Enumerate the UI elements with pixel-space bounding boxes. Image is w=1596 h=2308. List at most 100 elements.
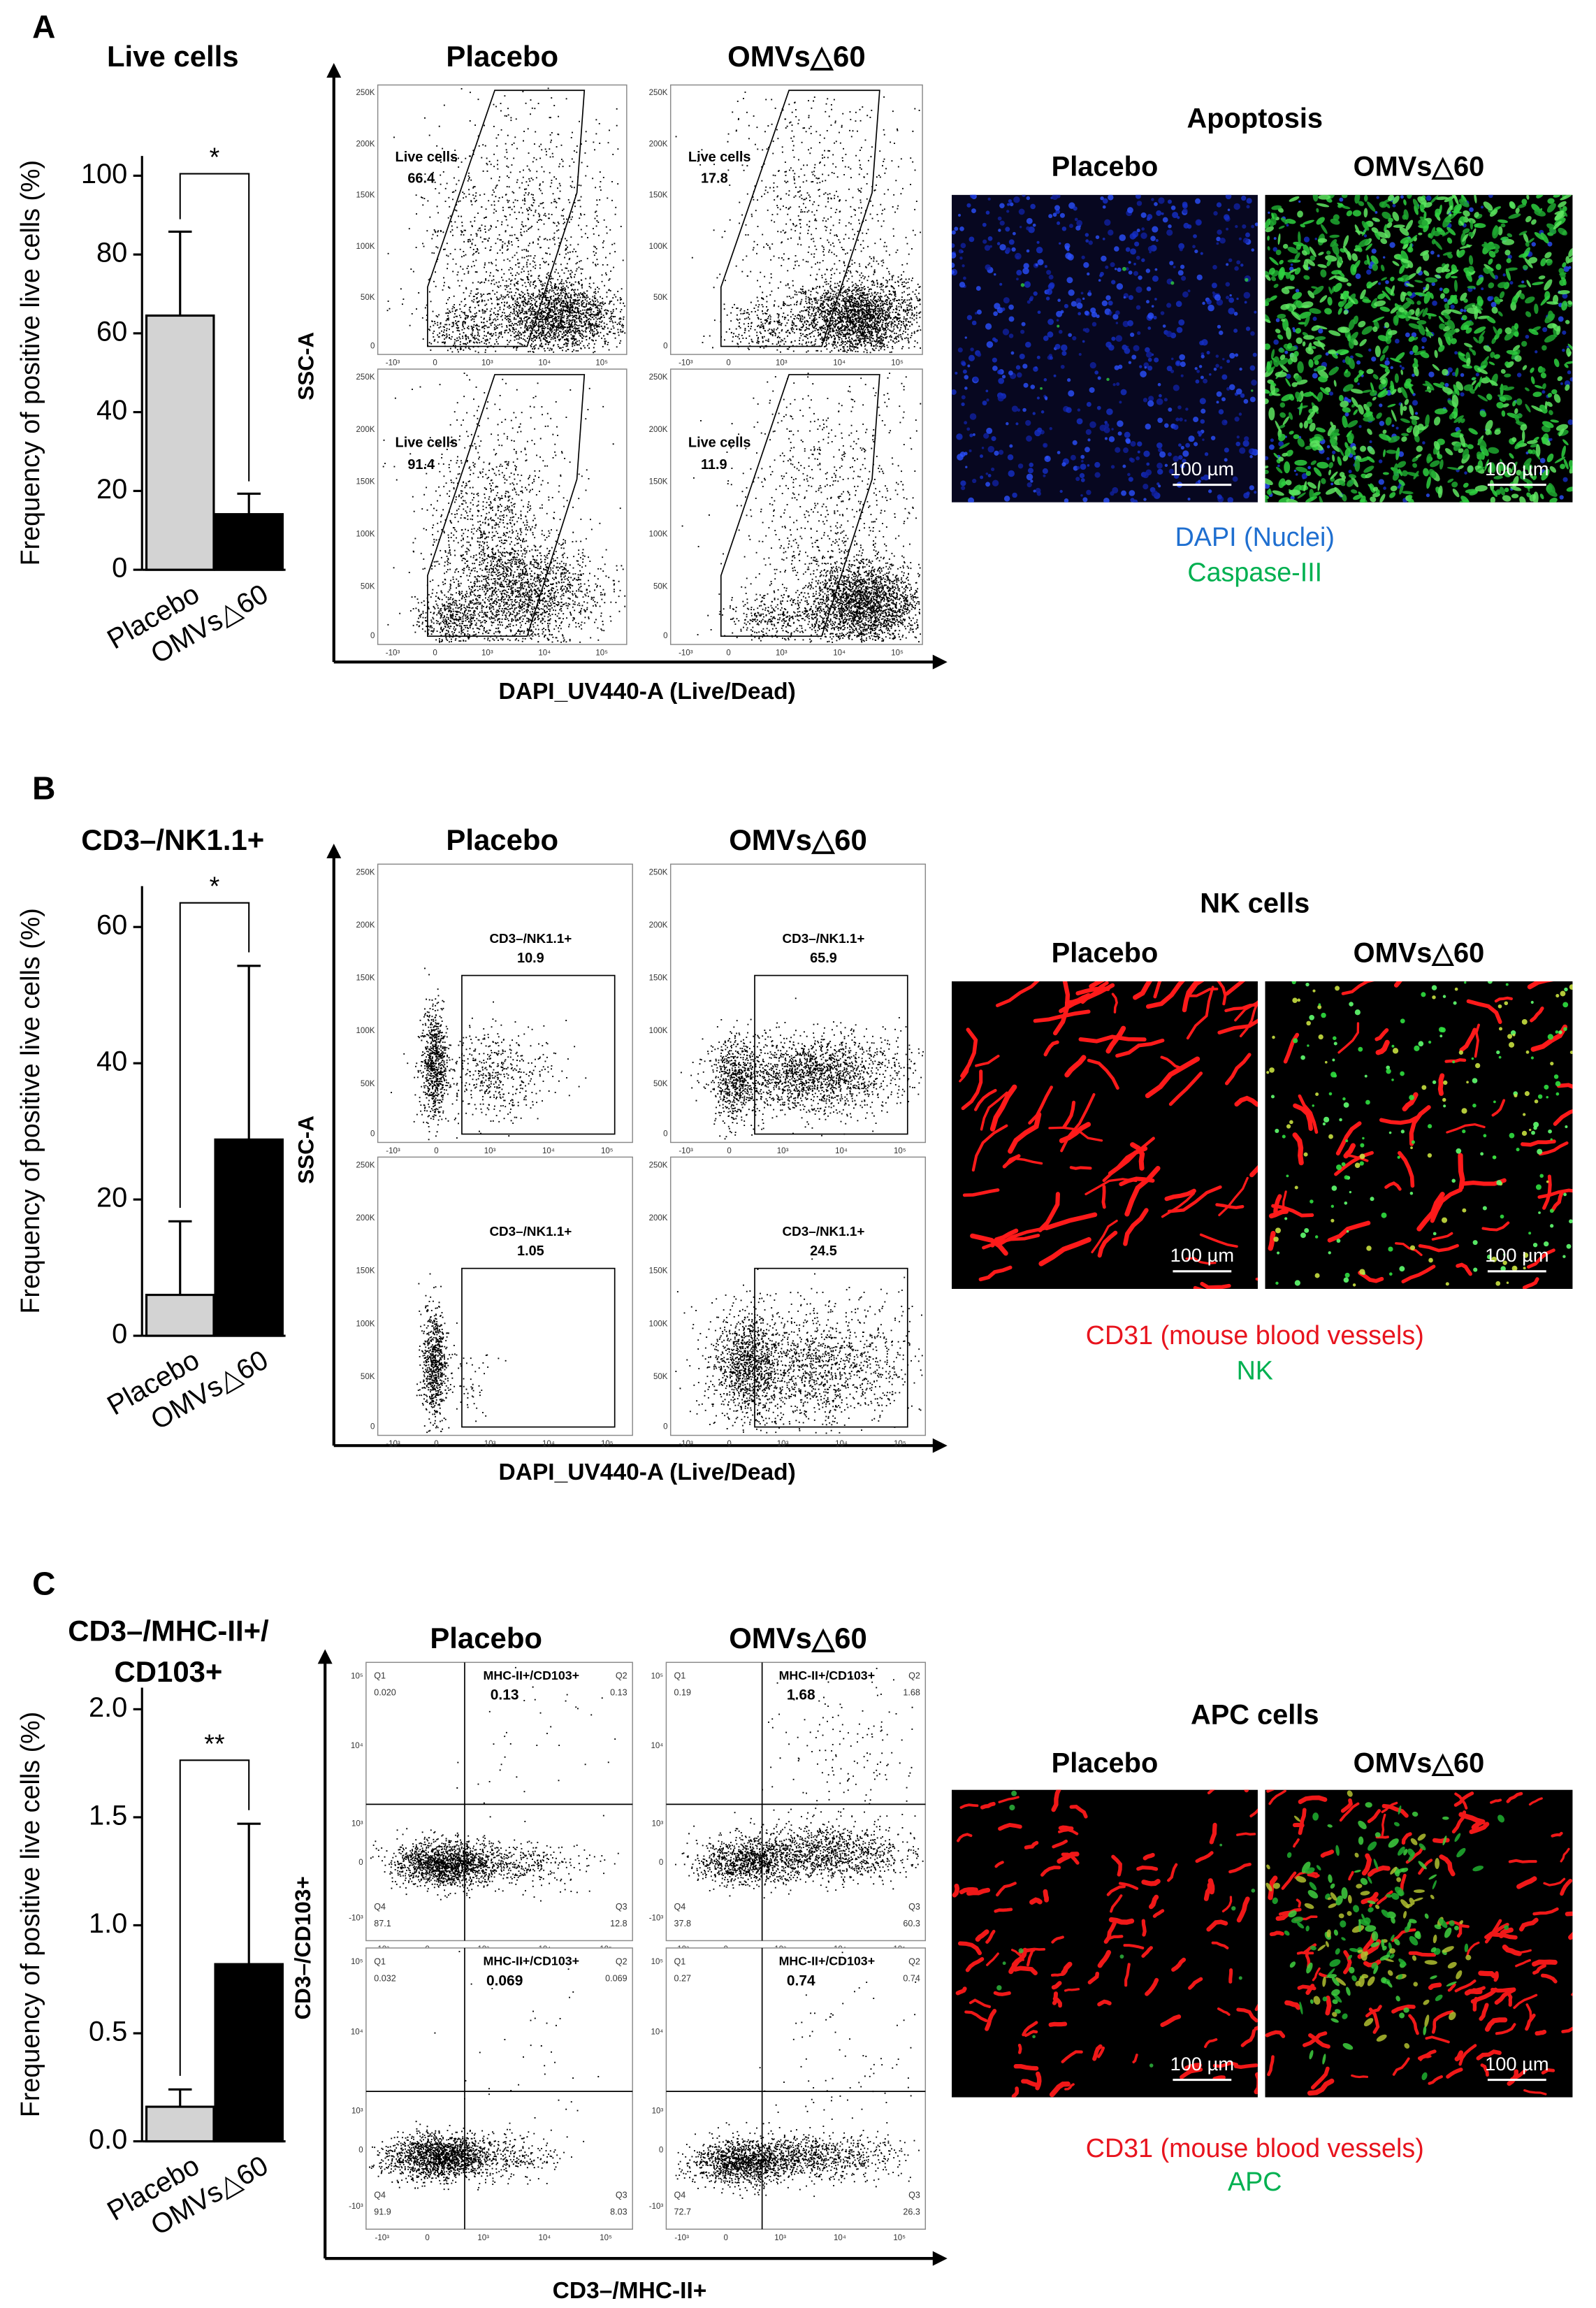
texture: [1522, 477, 1533, 484]
texture: [1548, 1129, 1552, 1134]
texture: [1360, 1877, 1368, 1885]
texture: [1108, 301, 1113, 306]
texture: [1370, 1942, 1380, 1947]
texture: [1539, 367, 1546, 373]
texture: [1435, 196, 1449, 201]
texture: [1450, 304, 1455, 310]
texture: [1176, 326, 1183, 333]
gate-value: 1.05: [517, 1243, 544, 1259]
texture: [960, 243, 966, 249]
quadrant-value: 60.3: [903, 1919, 920, 1928]
texture: [1320, 224, 1328, 234]
flow-y-tick-label: 150K: [649, 1267, 668, 1276]
texture: [1514, 1093, 1518, 1097]
texture: [1447, 367, 1453, 373]
texture: [1109, 311, 1112, 315]
texture: [1546, 489, 1558, 497]
panel-letter: A: [32, 8, 55, 45]
texture: [1479, 365, 1487, 370]
texture: [1303, 2031, 1328, 2047]
texture: [1357, 1949, 1363, 1953]
texture: [1061, 1961, 1073, 1976]
flow-x-tick-label: 10³: [777, 1440, 789, 1448]
texture: [1012, 492, 1017, 498]
texture: [1058, 329, 1063, 334]
texture: [1374, 345, 1381, 357]
texture: [1329, 234, 1340, 238]
texture: [1366, 401, 1372, 407]
texture: [1421, 2072, 1428, 2081]
texture: [1328, 469, 1332, 476]
texture: [1461, 315, 1467, 321]
texture: [1511, 437, 1517, 442]
texture: [1535, 350, 1538, 354]
texture: [1366, 281, 1373, 289]
texture: [1378, 459, 1383, 463]
texture: [1449, 309, 1463, 315]
texture: [1332, 454, 1335, 462]
gate: [461, 974, 616, 1135]
texture: [1349, 331, 1358, 342]
texture: [1047, 331, 1054, 338]
texture: [1377, 390, 1388, 398]
texture: [1112, 314, 1119, 320]
texture: [1347, 479, 1354, 487]
texture: [1154, 268, 1158, 271]
texture: [1300, 1232, 1306, 1239]
texture: [1163, 398, 1168, 402]
texture: [1498, 1027, 1503, 1031]
texture: [1451, 394, 1459, 408]
texture: [956, 433, 963, 440]
texture: [1225, 194, 1232, 200]
texture: [1528, 1232, 1532, 1235]
texture: [1372, 326, 1378, 332]
texture: [1068, 289, 1075, 296]
texture: [1359, 1161, 1364, 1166]
texture: [1439, 323, 1446, 330]
texture: [1059, 212, 1065, 218]
texture: [1052, 212, 1057, 217]
texture: [1530, 1007, 1544, 1023]
flow-y-tick-label: 250K: [649, 1161, 668, 1169]
texture: [1305, 470, 1312, 476]
texture: [970, 1233, 1008, 1256]
texture: [1285, 272, 1291, 278]
texture: [1442, 368, 1449, 376]
texture: [1291, 382, 1298, 387]
texture: [1328, 275, 1337, 280]
texture: [1323, 1116, 1330, 1123]
texture: [1150, 236, 1156, 241]
texture: [1541, 468, 1550, 481]
texture: [1532, 475, 1537, 481]
texture: [1330, 1892, 1337, 1901]
texture: [1144, 366, 1147, 369]
texture: [1295, 328, 1302, 334]
texture: [1156, 210, 1162, 216]
texture: [1206, 351, 1210, 355]
texture: [981, 447, 985, 449]
texture: [1562, 1255, 1566, 1258]
texture: [1346, 1230, 1349, 1233]
texture: [1509, 453, 1514, 459]
texture: [1507, 254, 1512, 259]
texture: [1040, 410, 1045, 414]
texture: [1011, 2086, 1020, 2098]
texture: [1377, 293, 1386, 300]
scale-bar-label: 100 µm: [1485, 1244, 1548, 1266]
texture: [1321, 478, 1326, 484]
texture: [1312, 1967, 1321, 1982]
texture: [1562, 262, 1567, 268]
texture: [1497, 226, 1503, 236]
legend-entry: CD31 (mouse blood vessels): [1086, 2133, 1424, 2163]
texture: [1358, 491, 1364, 498]
texture: [1170, 357, 1174, 361]
texture: [1057, 221, 1061, 225]
texture: [1117, 267, 1122, 272]
texture: [1493, 1100, 1496, 1104]
texture: [1548, 410, 1553, 415]
texture: [1521, 280, 1525, 284]
texture: [1204, 2038, 1218, 2049]
texture: [1228, 1862, 1252, 1874]
texture: [1358, 1976, 1365, 1987]
texture: [1265, 398, 1269, 405]
